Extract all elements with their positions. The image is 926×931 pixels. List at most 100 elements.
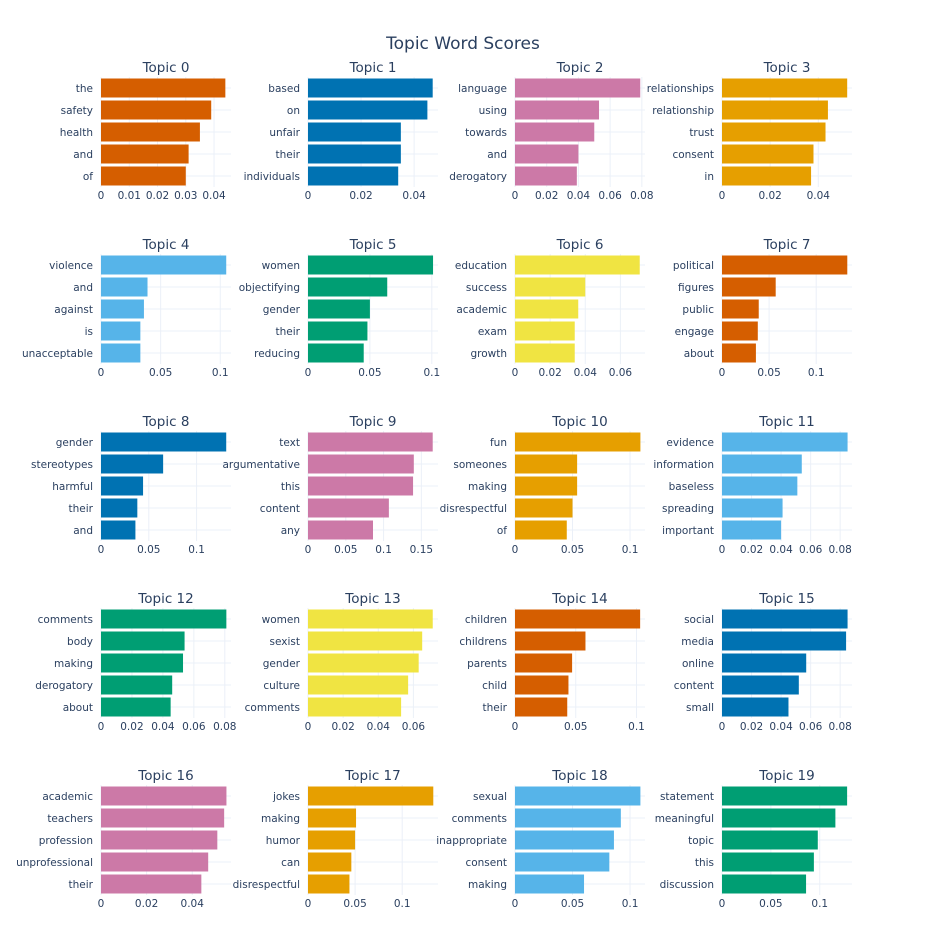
x-tick-label: 0.05 <box>137 544 160 556</box>
bar-language <box>515 78 641 98</box>
x-tick-label: 0.04 <box>367 721 391 733</box>
word-label: figures <box>678 282 714 294</box>
bar-objectifying <box>308 277 388 297</box>
bar-comments <box>101 609 227 629</box>
bar-of <box>101 166 186 186</box>
x-tick-label: 0.1 <box>188 544 205 556</box>
x-tick-label: 0.04 <box>769 721 793 733</box>
bar-using <box>515 100 600 120</box>
word-label: about <box>63 702 93 714</box>
subplot-topic-0: Topic 0 0 0.01 0.02 0.03 0.04 the safety health a… <box>60 60 231 202</box>
bar-based <box>308 78 433 98</box>
word-label: of <box>497 525 507 537</box>
word-label: body <box>67 636 93 648</box>
subplot-topic-13: Topic 13 0 0.02 0.04 0.06 women sexist gender cu… <box>245 591 438 733</box>
word-label: based <box>268 83 300 95</box>
subplot-title: Topic 8 <box>142 414 190 430</box>
subplot-title: Topic 17 <box>344 768 400 784</box>
bar-child <box>515 675 569 695</box>
x-tick-label: 0.05 <box>561 544 584 556</box>
bar-evidence <box>722 432 848 452</box>
subplot-title: Topic 18 <box>551 768 607 784</box>
word-label: derogatory <box>35 680 93 692</box>
word-label: their <box>69 503 94 515</box>
bar-gender <box>308 653 419 673</box>
bar-their <box>101 874 202 894</box>
x-tick-label: 0 <box>719 544 726 556</box>
x-tick-label: 0.02 <box>120 721 143 733</box>
word-label: culture <box>263 680 300 692</box>
word-label: academic <box>42 791 93 803</box>
word-label: sexist <box>270 636 300 648</box>
x-tick-label: 0.04 <box>402 190 426 202</box>
subplot-title: Topic 13 <box>344 591 400 607</box>
word-label: health <box>60 127 93 139</box>
bar-information <box>722 454 802 474</box>
subplot-topic-16: Topic 16 0 0.02 0.04 academic teachers profess… <box>16 768 231 910</box>
word-label: and <box>73 282 93 294</box>
x-tick-label: 0 <box>719 190 726 202</box>
bar-the <box>101 78 226 98</box>
word-label: language <box>458 83 507 95</box>
bar-baseless <box>722 476 798 496</box>
word-label: about <box>684 348 714 360</box>
word-label: their <box>69 879 94 891</box>
word-label: online <box>682 658 714 670</box>
x-tick-label: 0.08 <box>828 721 851 733</box>
subplot-topic-11: Topic 11 0 0.02 0.04 0.06 0.08 evidence informa… <box>653 414 852 556</box>
word-label: safety <box>61 105 93 117</box>
bar-of <box>515 520 567 540</box>
word-label: comments <box>38 614 93 626</box>
subplot-topic-6: Topic 6 0 0.02 0.04 0.06 education success acad… <box>455 237 645 379</box>
x-tick-label: 0 <box>98 721 105 733</box>
x-tick-label: 0.02 <box>146 190 169 202</box>
bar-content <box>722 675 799 695</box>
subplot-topic-1: Topic 1 0 0.02 0.04 based on unfair their indivi… <box>244 60 438 202</box>
bar-about <box>101 697 171 717</box>
word-label: making <box>54 658 93 670</box>
word-label: exam <box>478 326 507 338</box>
subplot-topic-4: Topic 4 0 0.05 0.1 violence and against is unacc… <box>22 237 231 379</box>
bar-gender <box>101 432 227 452</box>
word-label: making <box>468 879 507 891</box>
bar-important <box>722 520 782 540</box>
chart-title: Topic Word Scores <box>385 34 540 54</box>
bar-making <box>515 874 585 894</box>
word-label: public <box>682 304 714 316</box>
x-tick-label: 0 <box>305 898 312 910</box>
x-tick-label: 0 <box>512 898 519 910</box>
x-tick-label: 0.04 <box>151 721 175 733</box>
word-label: information <box>653 459 714 471</box>
bar-education <box>515 255 640 275</box>
bar-disrespectful <box>308 874 350 894</box>
subplot-topic-15: Topic 15 0 0.02 0.04 0.06 0.08 social media onli… <box>674 591 852 733</box>
bar-and <box>101 520 136 540</box>
bar-argumentative <box>308 454 414 474</box>
word-label: argumentative <box>223 459 301 471</box>
bar-success <box>515 277 586 297</box>
bar-disrespectful <box>515 498 573 518</box>
word-label: jokes <box>272 791 300 803</box>
word-label: child <box>482 680 507 692</box>
word-label: relationships <box>647 83 714 95</box>
subplot-topic-8: Topic 8 0 0.05 0.1 gender stereotypes harmful t… <box>31 414 231 556</box>
word-label: disrespectful <box>440 503 507 515</box>
subplot-title: Topic 14 <box>551 591 607 607</box>
word-label: sexual <box>473 791 507 803</box>
subplot-title: Topic 2 <box>556 60 604 76</box>
bar-against <box>101 299 144 319</box>
bar-this <box>308 476 414 496</box>
x-tick-label: 0.02 <box>535 190 558 202</box>
bar-jokes <box>308 786 434 806</box>
x-tick-label: 0.06 <box>182 721 206 733</box>
bar-online <box>722 653 807 673</box>
x-tick-label: 0.01 <box>118 190 141 202</box>
x-tick-label: 0.04 <box>202 190 226 202</box>
word-label: discussion <box>660 879 714 891</box>
x-tick-label: 0.06 <box>598 190 622 202</box>
bar-and <box>101 277 148 297</box>
word-label: making <box>261 813 300 825</box>
bar-small <box>722 697 789 717</box>
x-tick-label: 0 <box>719 721 726 733</box>
bar-political <box>722 255 848 275</box>
